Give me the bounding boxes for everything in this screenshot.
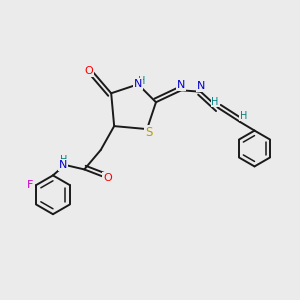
Text: N: N [196,81,205,92]
Text: N: N [134,79,142,89]
Text: H: H [60,154,67,165]
Text: H: H [240,111,247,121]
Text: O: O [103,173,112,183]
Text: O: O [84,66,93,76]
Text: N: N [59,160,68,170]
Text: H: H [138,76,145,86]
Text: H: H [212,97,219,106]
Text: N: N [177,80,185,90]
Text: S: S [145,126,152,139]
Text: F: F [26,180,33,190]
